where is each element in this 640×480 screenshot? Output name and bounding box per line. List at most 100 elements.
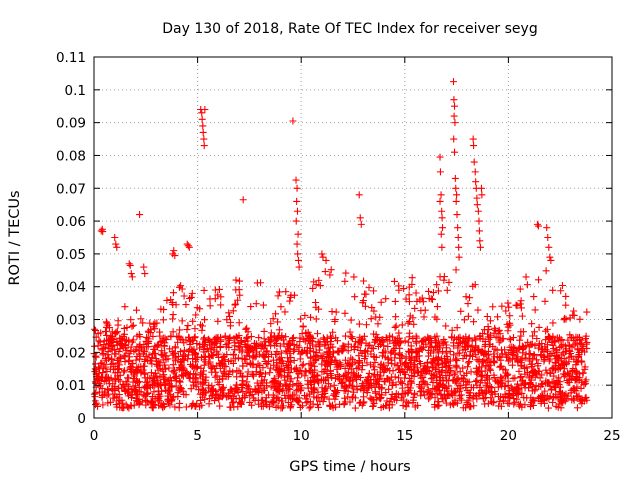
data-point [541, 354, 549, 362]
data-point [254, 360, 262, 368]
data-point [472, 178, 480, 186]
data-point [521, 370, 529, 378]
data-point [260, 327, 268, 335]
data-point [178, 285, 186, 293]
data-point [456, 394, 464, 402]
data-point [314, 305, 322, 313]
data-point [418, 368, 426, 376]
data-point [356, 374, 364, 382]
data-point [251, 386, 259, 394]
data-point [303, 347, 311, 355]
data-point [550, 372, 558, 380]
data-point [341, 277, 349, 285]
data-point [161, 334, 169, 342]
data-point [481, 400, 489, 408]
data-point [490, 374, 498, 382]
data-point [382, 389, 390, 397]
data-point [157, 350, 165, 358]
data-point [326, 271, 334, 279]
data-point [105, 380, 113, 388]
data-point [388, 373, 396, 381]
data-point [98, 384, 106, 392]
data-point [247, 303, 255, 311]
data-point [377, 394, 385, 402]
data-point [141, 270, 149, 278]
data-point [488, 390, 496, 398]
data-point [464, 312, 472, 320]
data-point [199, 367, 207, 375]
data-point [150, 345, 158, 353]
data-point [455, 340, 463, 348]
data-point [159, 356, 167, 364]
data-point [205, 381, 213, 389]
data-point [334, 348, 342, 356]
data-point [344, 347, 352, 355]
data-point [232, 300, 240, 308]
data-point [244, 337, 252, 345]
data-point [341, 356, 349, 364]
data-point [200, 346, 208, 354]
data-point [436, 153, 444, 161]
data-point [120, 368, 128, 376]
data-point [347, 374, 355, 382]
data-point [497, 373, 505, 381]
data-point [117, 340, 125, 348]
data-point [464, 397, 472, 405]
data-point [99, 401, 107, 409]
data-point [131, 387, 139, 395]
data-point [169, 328, 177, 336]
data-point [436, 273, 444, 281]
data-point [275, 326, 283, 334]
data-point [549, 398, 557, 406]
data-point [166, 401, 174, 409]
data-point [538, 393, 546, 401]
data-point [561, 371, 569, 379]
data-point [578, 400, 586, 408]
data-point [341, 364, 349, 372]
data-point [439, 395, 447, 403]
data-point [425, 287, 433, 295]
data-point [459, 364, 467, 372]
data-point [274, 402, 282, 410]
data-point [307, 353, 315, 361]
data-point [482, 394, 490, 402]
data-point [91, 397, 99, 405]
data-point [411, 304, 419, 312]
data-point [405, 386, 413, 394]
data-point [533, 335, 541, 343]
data-point [375, 390, 383, 398]
data-point [301, 311, 309, 319]
data-point [169, 394, 177, 402]
data-point [475, 227, 483, 235]
data-point [186, 294, 194, 302]
data-point [239, 362, 247, 370]
data-point [118, 404, 126, 412]
data-point [469, 282, 477, 290]
data-point [534, 359, 542, 367]
data-point [490, 359, 498, 367]
data-point [445, 372, 453, 380]
data-point [146, 374, 154, 382]
data-point [497, 356, 505, 364]
data-point [268, 335, 276, 343]
data-point [516, 285, 524, 293]
data-point [302, 368, 310, 376]
data-point [342, 332, 350, 340]
data-point [384, 359, 392, 367]
x-tick-label: 0 [90, 428, 99, 444]
data-point [553, 355, 561, 363]
data-point [216, 402, 224, 410]
data-point [360, 384, 368, 392]
data-point [404, 338, 412, 346]
data-point [559, 349, 567, 357]
data-point [570, 341, 578, 349]
data-point [171, 403, 179, 411]
data-point [99, 349, 107, 357]
data-point [393, 335, 401, 343]
data-point [233, 333, 241, 341]
data-point [257, 396, 265, 404]
data-point [253, 363, 261, 371]
data-point [517, 381, 525, 389]
data-point [215, 285, 223, 293]
data-point [261, 370, 269, 378]
